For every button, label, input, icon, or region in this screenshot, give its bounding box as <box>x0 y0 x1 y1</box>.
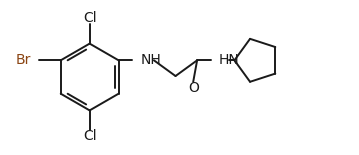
Text: NH: NH <box>140 53 161 67</box>
Text: Cl: Cl <box>83 129 97 143</box>
Text: HN: HN <box>219 53 239 67</box>
Text: O: O <box>188 81 199 95</box>
Text: Br: Br <box>16 53 31 67</box>
Text: Cl: Cl <box>83 11 97 25</box>
